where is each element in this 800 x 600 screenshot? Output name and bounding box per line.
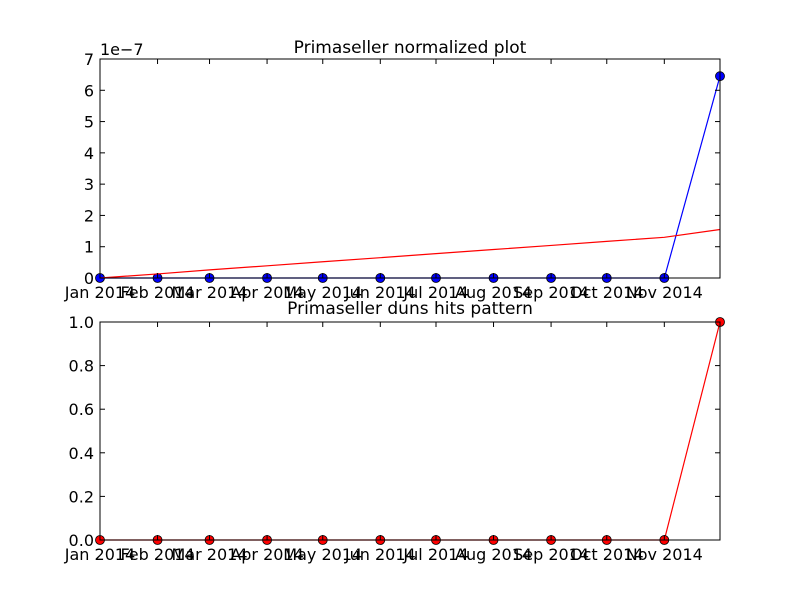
x-tick-label: Jul 2014	[402, 283, 468, 302]
y-tick-label: 0.8	[69, 357, 94, 376]
x-tick-label: Nov 2014	[626, 283, 703, 302]
x-tick-label: May 2014	[283, 283, 362, 302]
x-tick-label: Mar 2014	[172, 283, 248, 302]
x-tick-label: Sep 2014	[513, 545, 589, 564]
x-tick-label: Oct 2014	[570, 283, 643, 302]
normalized-plot-offset-label: 1e−7	[100, 40, 144, 59]
normalized-plot-marks	[95, 71, 725, 283]
duns-hits-plot-title: Primaseller duns hits pattern	[287, 299, 533, 319]
x-tick-label: Apr 2014	[230, 283, 303, 302]
duns-hits-plot-marks	[95, 317, 725, 545]
x-tick-label: Jan 2014	[64, 545, 135, 564]
x-tick-label: Feb 2014	[120, 545, 194, 564]
series-line-0	[100, 321, 721, 541]
x-tick-label: Jun 2014	[344, 545, 416, 564]
y-tick-label: 2	[84, 206, 94, 225]
duns-hits-plot-y-axis: 0.0 0.2 0.4 0.6 0.8 1.0	[69, 313, 720, 550]
y-tick-label: 6	[84, 81, 94, 100]
normalized-plot-title: Primaseller normalized plot	[294, 38, 527, 58]
y-tick-label: 0.6	[69, 400, 94, 419]
x-tick-label: Nov 2014	[626, 545, 703, 564]
y-tick-label: 0.0	[69, 531, 94, 550]
x-tick-label: Mar 2014	[172, 545, 248, 564]
normalized-plot-frame	[99, 58, 721, 279]
y-tick-label: 0.2	[69, 487, 94, 506]
y-tick-label: 1.0	[69, 313, 94, 332]
x-tick-label: Sep 2014	[513, 283, 589, 302]
x-tick-label: Apr 2014	[230, 545, 303, 564]
x-tick-label: Jan 2014	[64, 283, 135, 302]
y-tick-label: 3	[84, 175, 94, 194]
y-tick-label: 4	[84, 144, 94, 163]
x-tick-label: Aug 2014	[455, 283, 532, 302]
y-tick-label: 0.4	[69, 444, 94, 463]
y-tick-label: 1	[84, 238, 94, 257]
normalized-plot-y-axis: 0 1 2 3 4 5 6 7	[84, 50, 720, 288]
series-line-0	[100, 76, 721, 279]
x-tick-label: Jul 2014	[402, 545, 468, 564]
duns-hits-plot: Primaseller duns hits pattern 0.00.20.40…	[64, 299, 725, 564]
series-line-1	[99, 228, 721, 279]
x-tick-label: Feb 2014	[120, 283, 194, 302]
y-tick-label: 0	[84, 269, 94, 288]
x-tick-label: May 2014	[283, 545, 362, 564]
normalized-plot: Primaseller normalized plot 1e−7 0 1 2 3 4 5 6…	[64, 38, 725, 302]
duns-hits-plot-frame	[99, 321, 721, 541]
x-tick-label: Aug 2014	[455, 545, 532, 564]
y-tick-label: 5	[84, 113, 94, 132]
x-tick-label: Oct 2014	[570, 545, 643, 564]
x-tick-label: Jun 2014	[344, 283, 416, 302]
y-tick-label: 7	[84, 50, 94, 69]
